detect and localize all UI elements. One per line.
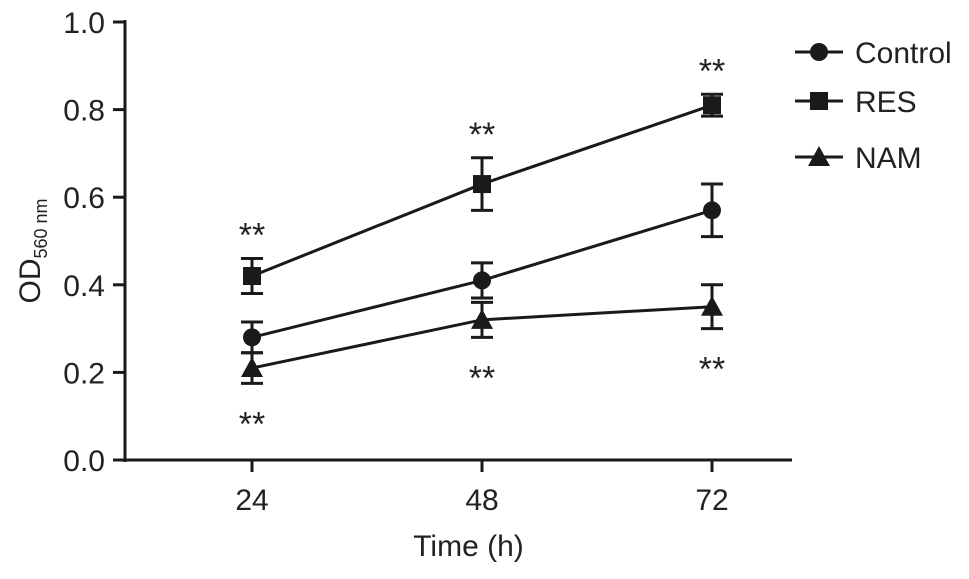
x-tick-label: 24 (235, 484, 268, 517)
data-point (703, 96, 721, 115)
data-point (241, 357, 263, 378)
significance-marker: ** (699, 52, 725, 90)
series-res (241, 92, 723, 296)
legend-item-nam: NAM (795, 142, 922, 175)
y-tick-label: 0.8 (63, 95, 105, 128)
significance-marker: ** (469, 116, 495, 154)
legend-label: Control (855, 37, 952, 70)
data-point (473, 175, 491, 194)
data-point (243, 267, 261, 286)
y-axis-label: OD560 nm (14, 198, 51, 303)
legend-item-control: Control (795, 37, 952, 70)
axis-ticks: 0.0 0.2 0.4 0.6 0.8 1.0 24 48 72 (63, 7, 728, 517)
y-tick-label: 1.0 (63, 7, 105, 40)
y-axis-label-subscript: 560 nm (31, 198, 51, 258)
legend-label: RES (855, 86, 917, 119)
x-axis-label: Time (h) (413, 530, 524, 563)
x-tick-label: 48 (465, 484, 498, 517)
x-tick-label: 72 (695, 484, 728, 517)
data-point (473, 271, 491, 290)
series-control (241, 182, 723, 355)
y-tick-label: 0.4 (63, 270, 105, 303)
series-group (241, 92, 723, 385)
y-axis-label-main: OD (14, 259, 47, 304)
axis-labels: Time (h) OD560 nm (14, 198, 524, 563)
data-point (471, 308, 493, 329)
significance-annotations: ** ** ** ** ** ** (239, 52, 725, 443)
data-point (701, 295, 723, 316)
legend: Control RES NAM (795, 37, 952, 175)
significance-marker: ** (699, 351, 725, 389)
significance-marker: ** (469, 359, 495, 397)
series-nam (241, 283, 723, 385)
y-axis-label-text: OD560 nm (14, 198, 51, 303)
data-point (243, 328, 261, 347)
y-tick-label: 0.2 (63, 357, 105, 390)
data-point (703, 201, 721, 220)
axes (123, 20, 792, 462)
legend-marker (810, 43, 828, 61)
legend-item-res: RES (795, 86, 917, 119)
y-tick-label: 0.0 (63, 445, 105, 478)
significance-marker: ** (239, 405, 265, 443)
legend-marker (808, 146, 830, 166)
legend-marker (810, 92, 828, 110)
significance-marker: ** (239, 217, 265, 255)
y-tick-label: 0.6 (63, 182, 105, 215)
legend-label: NAM (855, 142, 922, 175)
